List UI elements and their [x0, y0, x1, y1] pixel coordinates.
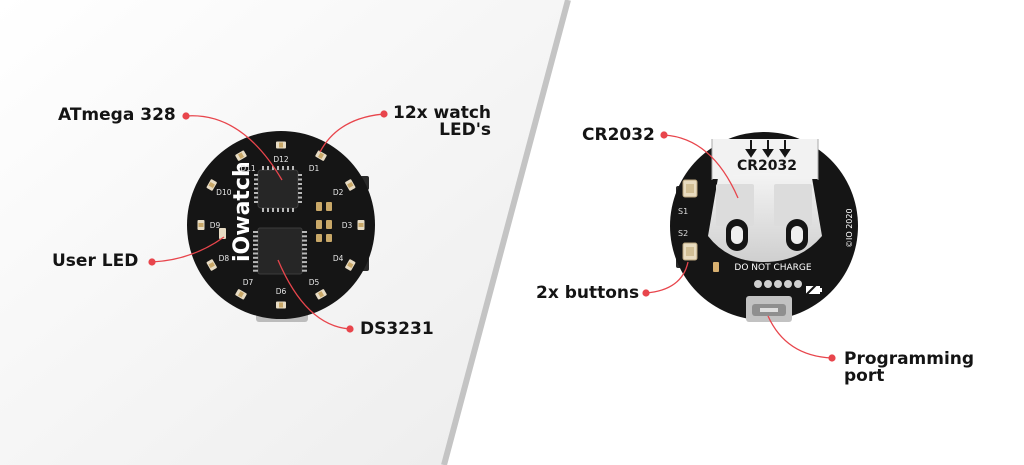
do-not-charge-warning: DO NOT CHARGE [734, 263, 811, 273]
led-label-d7: D7 [243, 278, 254, 287]
callout-watch-leds: 12x watch LED's [393, 105, 491, 139]
led-label-d12: D12 [273, 155, 289, 164]
watch-led-d1 [315, 150, 327, 161]
no-charge-icon [803, 282, 822, 298]
front-board: iOwatch D1 D2 D3 D4 D5 D6 D7 D8 D9 D10 D11 D12 [187, 131, 375, 322]
callout-ds3231: DS3231 [360, 319, 434, 339]
watch-led-d4 [345, 259, 356, 271]
callout-leaders [151, 113, 833, 359]
led-label-d3: D3 [342, 221, 353, 230]
callout-dots [148, 110, 836, 362]
switch-label-s2: S2 [678, 229, 688, 238]
led-label-d9: D9 [210, 221, 221, 230]
atmega-chip [254, 166, 302, 212]
battery-holder-label: CR2032 [737, 158, 797, 174]
copyright-text: ©IO 2020 [845, 208, 854, 248]
user-led [219, 228, 226, 239]
callout-watch-leds-line2: LED's [439, 120, 492, 140]
watch-led-d11 [235, 150, 247, 161]
watch-led-d12 [276, 141, 286, 149]
switch-label-s1: S1 [678, 207, 688, 216]
smd-components [316, 202, 332, 242]
board-brand: iOwatch [230, 161, 255, 262]
front-pcb [187, 131, 375, 319]
watch-led-d7 [235, 289, 247, 300]
callout-programming-port: Programming port [844, 351, 974, 385]
led-label-d8: D8 [219, 254, 230, 263]
callout-cr2032: CR2032 [582, 125, 655, 145]
led-label-d10: D10 [216, 188, 232, 197]
led-label-d11: D11 [240, 164, 256, 173]
watch-led-d5 [315, 289, 327, 300]
battery-holder: CR2032 [708, 139, 822, 262]
usb-port [746, 296, 792, 322]
watch-led-d9 [197, 220, 205, 230]
divider-line [441, 0, 571, 465]
watch-led-d8 [206, 259, 217, 271]
callout-port-line2: port [844, 366, 885, 386]
watch-led-d2 [345, 179, 356, 191]
switch-s2 [682, 242, 698, 261]
led-label-d6: D6 [276, 287, 287, 296]
led-label-d5: D5 [309, 278, 320, 287]
callout-user-led: User LED [52, 251, 139, 271]
callout-buttons: 2x buttons [536, 283, 640, 303]
switch-s1 [682, 179, 698, 198]
callout-watch-leds-line1: 12x watch [393, 103, 492, 123]
led-label-d2: D2 [333, 188, 344, 197]
watch-led-d3 [357, 220, 365, 230]
back-board: CR2032 S1 S2 DO NOT CHARGE ©IO 2020 [670, 132, 858, 322]
programming-pads [754, 280, 802, 288]
polarity-arrows-icon [745, 140, 791, 158]
led-label-d1: D1 [309, 164, 320, 173]
callout-port-line1: Programming [844, 349, 975, 369]
watch-led-d6 [276, 301, 286, 309]
led-label-d4: D4 [333, 254, 344, 263]
callout-atmega: ATmega 328 [58, 105, 176, 125]
watch-led-d10 [206, 179, 217, 191]
ds3231-chip [253, 227, 307, 275]
